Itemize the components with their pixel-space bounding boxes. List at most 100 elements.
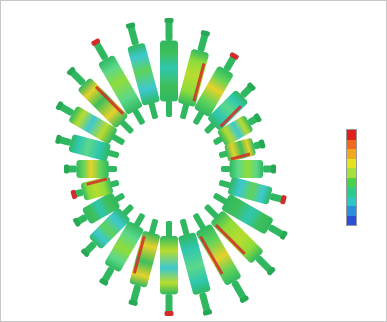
blade-tip <box>66 66 76 76</box>
color-legend-cell <box>347 187 356 197</box>
blade-root <box>166 99 172 117</box>
blade <box>178 218 212 316</box>
color-legend-cell <box>347 206 356 216</box>
blade <box>66 66 134 134</box>
blade-tip <box>271 164 276 174</box>
blade-shaft <box>129 285 141 305</box>
blade <box>221 160 276 178</box>
color-legend-cell <box>347 196 356 206</box>
blade-body <box>160 236 178 295</box>
blade <box>213 193 288 240</box>
blade-body <box>194 66 233 117</box>
blade-root <box>204 204 220 220</box>
blade-tip <box>164 311 174 316</box>
blade-hot-edge <box>230 152 251 161</box>
color-legend-cell <box>347 177 356 187</box>
blade-root <box>132 108 145 125</box>
blade <box>218 177 287 205</box>
blade-body <box>221 194 273 234</box>
blade-shaft <box>165 18 173 41</box>
blade-tip <box>280 230 288 240</box>
blade-body <box>105 221 144 272</box>
blade-body <box>178 232 211 295</box>
blade <box>178 30 210 120</box>
blade-tip <box>267 267 276 276</box>
blade-body <box>82 192 120 224</box>
color-legend-cell <box>347 158 356 168</box>
blade-hot-edge <box>199 235 224 275</box>
blade-body <box>160 40 178 102</box>
blade <box>193 213 249 304</box>
blade-shaft <box>231 280 248 302</box>
blade-root <box>111 134 125 145</box>
blade <box>128 218 160 306</box>
blade <box>193 52 239 125</box>
blade <box>55 101 125 145</box>
blade-root <box>218 180 232 189</box>
blade-body <box>69 106 117 144</box>
blade-tip <box>91 38 101 46</box>
blade-root <box>213 193 228 205</box>
color-legend-cell <box>347 139 356 149</box>
blade-body <box>76 160 109 178</box>
blade-shaft <box>127 23 139 46</box>
blade-root <box>218 150 228 158</box>
blade-root <box>193 213 206 231</box>
color-legend-cell <box>347 149 356 159</box>
blade-body <box>129 231 160 288</box>
blade-shaft <box>199 292 211 315</box>
blade-tip <box>55 101 64 111</box>
blade-hot-edge <box>214 224 246 256</box>
blade <box>81 204 134 257</box>
blade-body <box>211 211 263 263</box>
blade-tip <box>259 139 266 149</box>
blade <box>55 134 120 161</box>
blade-tip <box>200 30 210 37</box>
blade-body <box>208 90 248 130</box>
blade-tip <box>164 18 174 23</box>
blade-shaft <box>165 294 173 315</box>
blade-root <box>180 218 190 237</box>
color-legend-cell <box>347 168 356 178</box>
blade <box>64 160 117 178</box>
blade-tip <box>254 113 262 123</box>
blade <box>160 221 178 316</box>
blade-tip <box>280 195 287 205</box>
blade-tip <box>239 295 249 304</box>
blade-hot-edge <box>192 63 206 102</box>
blade-body <box>127 43 160 106</box>
blade-root <box>119 119 134 134</box>
blade-root <box>107 166 117 172</box>
blade <box>70 176 120 201</box>
blade <box>91 38 145 125</box>
blade-body <box>78 78 128 128</box>
blade-tip <box>99 278 109 286</box>
color-legend-cell <box>347 215 356 225</box>
blade-body <box>229 160 264 178</box>
blade-root <box>107 150 120 158</box>
blade-tip <box>128 299 138 306</box>
blade-tip <box>81 248 90 257</box>
blade-tip <box>229 52 239 60</box>
blade-tip <box>70 189 77 200</box>
blade-tip <box>55 134 62 144</box>
blade-shaft <box>255 255 274 274</box>
blade-root <box>133 213 145 228</box>
blade-body <box>196 224 241 285</box>
blade-root <box>148 218 158 235</box>
blade-root <box>110 180 120 188</box>
blade <box>213 113 262 146</box>
blade-tip <box>202 309 212 316</box>
blade <box>126 22 160 120</box>
blade <box>204 204 276 276</box>
blade-body <box>217 116 253 146</box>
blade-hot-edge <box>94 85 125 115</box>
blade-hot-edge <box>219 105 243 128</box>
blade-shaft <box>92 39 108 61</box>
blade-root <box>122 204 134 216</box>
blade-root <box>193 110 205 125</box>
blade-hot-edge <box>132 236 146 274</box>
blade-body <box>68 134 111 161</box>
blade-root <box>166 221 172 238</box>
blade-body <box>228 177 273 205</box>
